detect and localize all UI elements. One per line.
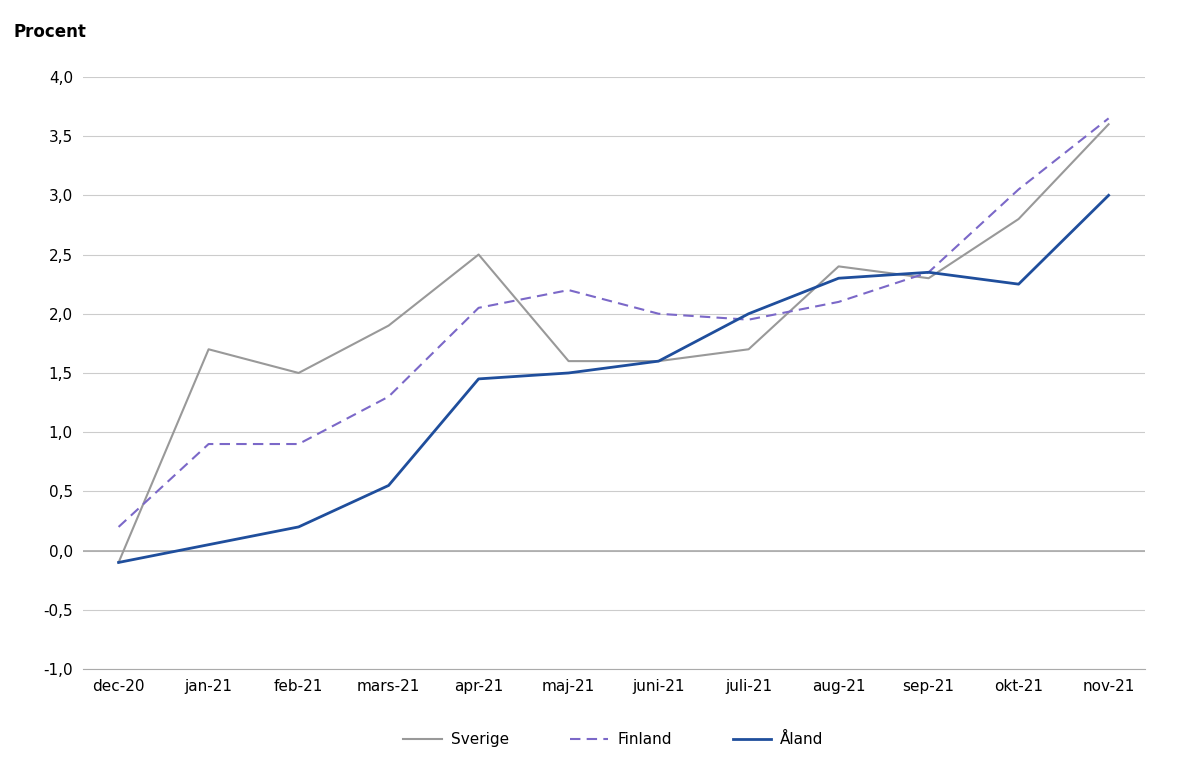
Text: Procent: Procent xyxy=(14,23,86,42)
Legend: Sverige, Finland, Åland: Sverige, Finland, Åland xyxy=(398,726,830,753)
